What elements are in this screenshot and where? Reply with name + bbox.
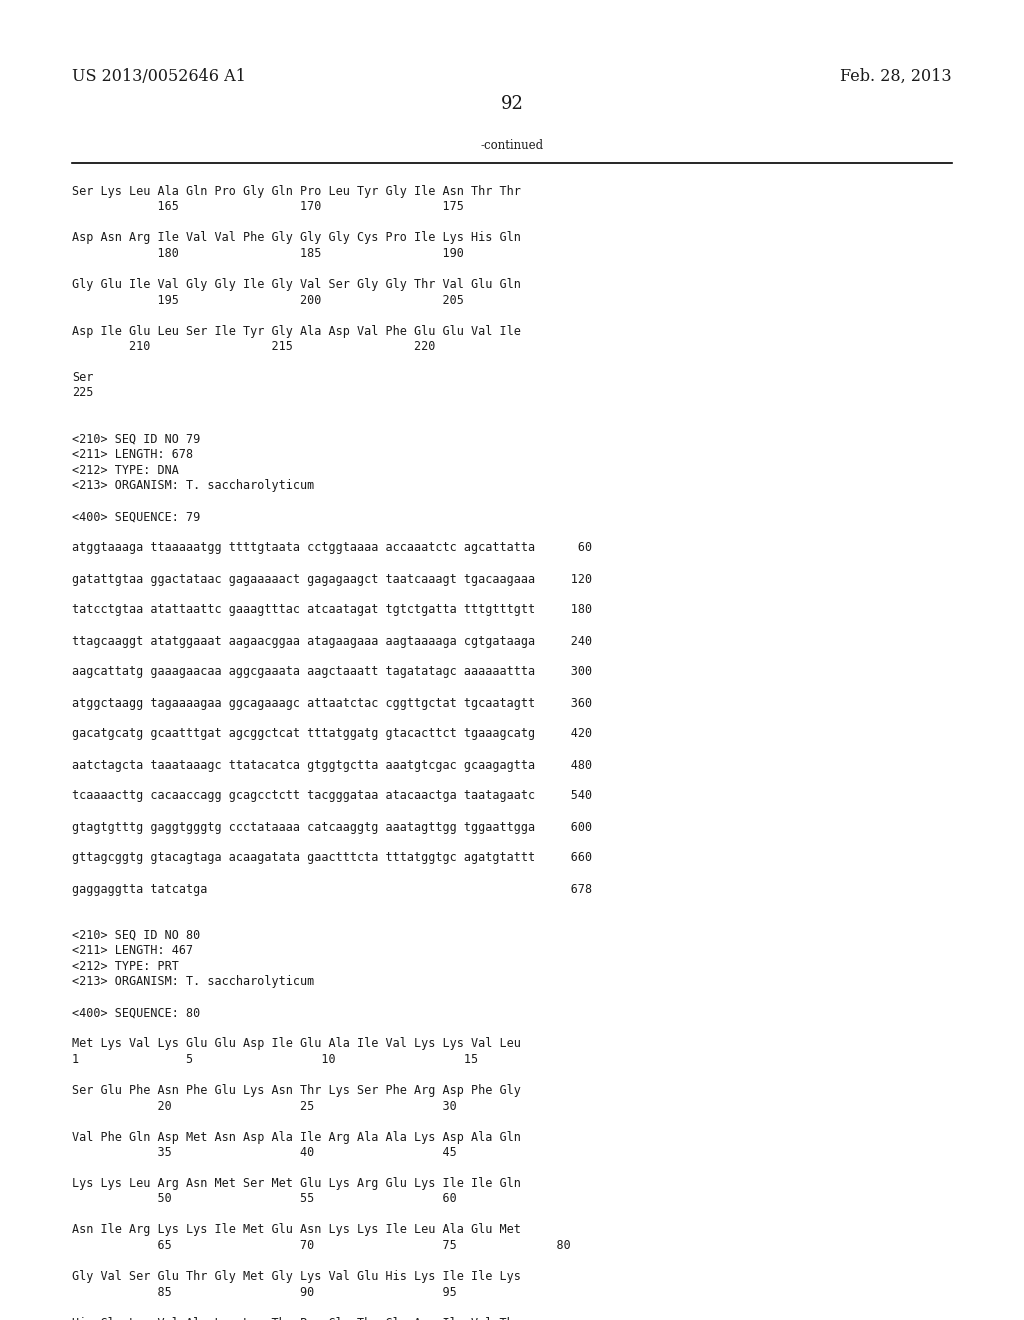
Text: <212> TYPE: DNA: <212> TYPE: DNA bbox=[72, 465, 179, 477]
Text: US 2013/0052646 A1: US 2013/0052646 A1 bbox=[72, 69, 246, 84]
Text: gacatgcatg gcaatttgat agcggctcat tttatggatg gtacacttct tgaaagcatg     420: gacatgcatg gcaatttgat agcggctcat tttatgg… bbox=[72, 727, 592, 741]
Text: Ser: Ser bbox=[72, 371, 93, 384]
Text: Val Phe Gln Asp Met Asn Asp Ala Ile Arg Ala Ala Lys Asp Ala Gln: Val Phe Gln Asp Met Asn Asp Ala Ile Arg … bbox=[72, 1130, 521, 1143]
Text: 225: 225 bbox=[72, 387, 93, 400]
Text: -continued: -continued bbox=[480, 139, 544, 152]
Text: 65                  70                  75              80: 65 70 75 80 bbox=[72, 1239, 570, 1251]
Text: gaggaggtta tatcatga                                                   678: gaggaggtta tatcatga 678 bbox=[72, 883, 592, 895]
Text: Ser Lys Leu Ala Gln Pro Gly Gln Pro Leu Tyr Gly Ile Asn Thr Thr: Ser Lys Leu Ala Gln Pro Gly Gln Pro Leu … bbox=[72, 185, 521, 198]
Text: tcaaaacttg cacaaccagg gcagcctctt tacgggataa atacaactga taatagaatc     540: tcaaaacttg cacaaccagg gcagcctctt tacggga… bbox=[72, 789, 592, 803]
Text: ttagcaaggt atatggaaat aagaacggaa atagaagaaa aagtaaaaga cgtgataaga     240: ttagcaaggt atatggaaat aagaacggaa atagaag… bbox=[72, 635, 592, 648]
Text: aatctagcta taaataaagc ttatacatca gtggtgctta aaatgtcgac gcaagagtta     480: aatctagcta taaataaagc ttatacatca gtggtgc… bbox=[72, 759, 592, 771]
Text: <211> LENGTH: 467: <211> LENGTH: 467 bbox=[72, 945, 194, 957]
Text: 180                 185                 190: 180 185 190 bbox=[72, 247, 464, 260]
Text: Asp Asn Arg Ile Val Val Phe Gly Gly Gly Cys Pro Ile Lys His Gln: Asp Asn Arg Ile Val Val Phe Gly Gly Gly … bbox=[72, 231, 521, 244]
Text: gtagtgtttg gaggtgggtg ccctataaaa catcaaggtg aaatagttgg tggaattgga     600: gtagtgtttg gaggtgggtg ccctataaaa catcaag… bbox=[72, 821, 592, 833]
Text: gatattgtaa ggactataac gagaaaaact gagagaagct taatcaaagt tgacaagaaa     120: gatattgtaa ggactataac gagaaaaact gagagaa… bbox=[72, 573, 592, 586]
Text: atggctaagg tagaaaagaa ggcagaaagc attaatctac cggttgctat tgcaatagtt     360: atggctaagg tagaaaagaa ggcagaaagc attaatc… bbox=[72, 697, 592, 710]
Text: atggtaaaga ttaaaaatgg ttttgtaata cctggtaaaa accaaatctc agcattatta      60: atggtaaaga ttaaaaatgg ttttgtaata cctggta… bbox=[72, 541, 592, 554]
Text: <211> LENGTH: 678: <211> LENGTH: 678 bbox=[72, 449, 194, 462]
Text: Asn Ile Arg Lys Lys Ile Met Glu Asn Lys Lys Ile Leu Ala Glu Met: Asn Ile Arg Lys Lys Ile Met Glu Asn Lys … bbox=[72, 1224, 521, 1237]
Text: 20                  25                  30: 20 25 30 bbox=[72, 1100, 457, 1113]
Text: Ser Glu Phe Asn Phe Glu Lys Asn Thr Lys Ser Phe Arg Asp Phe Gly: Ser Glu Phe Asn Phe Glu Lys Asn Thr Lys … bbox=[72, 1084, 521, 1097]
Text: 195                 200                 205: 195 200 205 bbox=[72, 293, 464, 306]
Text: Feb. 28, 2013: Feb. 28, 2013 bbox=[841, 69, 952, 84]
Text: 210                 215                 220: 210 215 220 bbox=[72, 341, 435, 352]
Text: <400> SEQUENCE: 80: <400> SEQUENCE: 80 bbox=[72, 1006, 201, 1019]
Text: 50                  55                  60: 50 55 60 bbox=[72, 1192, 457, 1205]
Text: Gly Val Ser Glu Thr Gly Met Gly Lys Val Glu His Lys Ile Ile Lys: Gly Val Ser Glu Thr Gly Met Gly Lys Val … bbox=[72, 1270, 521, 1283]
Text: 85                  90                  95: 85 90 95 bbox=[72, 1286, 457, 1299]
Text: <400> SEQUENCE: 79: <400> SEQUENCE: 79 bbox=[72, 511, 201, 524]
Text: Lys Lys Leu Arg Asn Met Ser Met Glu Lys Arg Glu Lys Ile Ile Gln: Lys Lys Leu Arg Asn Met Ser Met Glu Lys … bbox=[72, 1177, 521, 1191]
Text: 35                  40                  45: 35 40 45 bbox=[72, 1146, 457, 1159]
Text: tatcctgtaa atattaattc gaaagtttac atcaatagat tgtctgatta tttgtttgtt     180: tatcctgtaa atattaattc gaaagtttac atcaata… bbox=[72, 603, 592, 616]
Text: gttagcggtg gtacagtaga acaagatata gaactttcta tttatggtgc agatgtattt     660: gttagcggtg gtacagtaga acaagatata gaacttt… bbox=[72, 851, 592, 865]
Text: 165                 170                 175: 165 170 175 bbox=[72, 201, 464, 214]
Text: Met Lys Val Lys Glu Glu Asp Ile Glu Ala Ile Val Lys Lys Val Leu: Met Lys Val Lys Glu Glu Asp Ile Glu Ala … bbox=[72, 1038, 521, 1051]
Text: His Glu Leu Val Ala Leu Lys Thr Pro Gly Thr Glu Asp Ile Val Thr: His Glu Leu Val Ala Leu Lys Thr Pro Gly … bbox=[72, 1316, 521, 1320]
Text: Gly Glu Ile Val Gly Gly Ile Gly Val Ser Gly Gly Thr Val Glu Gln: Gly Glu Ile Val Gly Gly Ile Gly Val Ser … bbox=[72, 279, 521, 290]
Text: 92: 92 bbox=[501, 95, 523, 114]
Text: <213> ORGANISM: T. saccharolyticum: <213> ORGANISM: T. saccharolyticum bbox=[72, 479, 314, 492]
Text: Asp Ile Glu Leu Ser Ile Tyr Gly Ala Asp Val Phe Glu Glu Val Ile: Asp Ile Glu Leu Ser Ile Tyr Gly Ala Asp … bbox=[72, 325, 521, 338]
Text: aagcattatg gaaagaacaa aggcgaaata aagctaaatt tagatatagc aaaaaattta     300: aagcattatg gaaagaacaa aggcgaaata aagctaa… bbox=[72, 665, 592, 678]
Text: <213> ORGANISM: T. saccharolyticum: <213> ORGANISM: T. saccharolyticum bbox=[72, 975, 314, 989]
Text: <210> SEQ ID NO 79: <210> SEQ ID NO 79 bbox=[72, 433, 201, 446]
Text: 1               5                  10                  15: 1 5 10 15 bbox=[72, 1053, 478, 1067]
Text: <210> SEQ ID NO 80: <210> SEQ ID NO 80 bbox=[72, 929, 201, 942]
Text: <212> TYPE: PRT: <212> TYPE: PRT bbox=[72, 960, 179, 973]
